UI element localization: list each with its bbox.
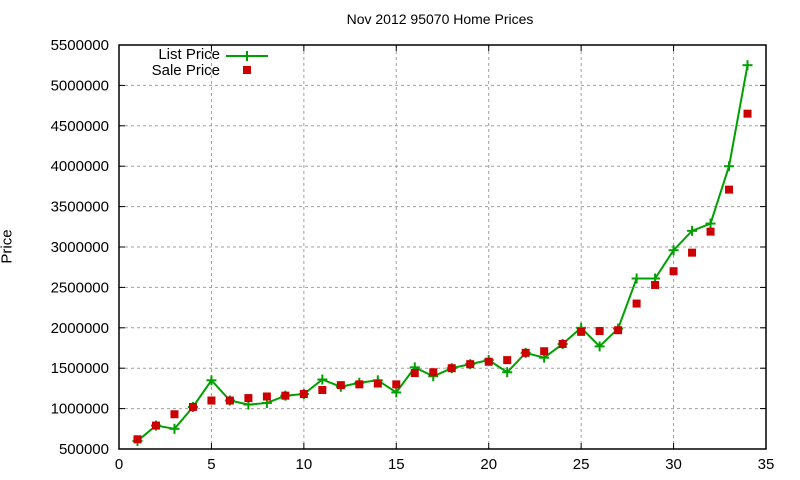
data-point — [614, 326, 623, 335]
x-tick-label: 10 — [296, 456, 313, 473]
x-tick-label: 25 — [573, 456, 590, 473]
x-tick-label: 5 — [207, 456, 215, 473]
legend-item-sale-price: Sale Price — [130, 63, 270, 79]
data-point — [447, 364, 456, 373]
y-tick-label: 1000000 — [51, 401, 109, 418]
y-axis-label: Price — [0, 229, 16, 264]
y-tick-label: 4000000 — [51, 158, 109, 175]
data-point — [225, 396, 234, 405]
data-point — [207, 396, 216, 405]
data-point — [688, 248, 697, 257]
y-tick-label: 3000000 — [51, 239, 109, 256]
data-point — [725, 185, 734, 194]
data-point — [632, 299, 641, 308]
data-point — [466, 360, 475, 369]
red-square-icon — [226, 63, 270, 79]
data-point — [429, 368, 438, 377]
grid-lines — [118, 44, 767, 450]
y-tick-label: 5500000 — [51, 37, 109, 54]
x-tick-label: 0 — [115, 456, 123, 473]
y-tick-label: 3500000 — [51, 199, 109, 216]
y-tick-label: 2500000 — [51, 279, 109, 296]
y-tick-label: 2000000 — [51, 320, 109, 337]
data-point — [170, 410, 179, 419]
data-point — [521, 348, 530, 357]
data-point — [540, 347, 549, 356]
data-point — [244, 394, 253, 403]
data-point — [133, 435, 142, 444]
data-point — [577, 327, 586, 336]
data-point — [484, 357, 493, 366]
data-point — [262, 392, 271, 401]
data-point — [410, 369, 419, 378]
data-point — [651, 280, 660, 289]
x-tick-label: 35 — [758, 456, 775, 473]
x-tick-label: 20 — [480, 456, 497, 473]
data-point — [318, 386, 327, 395]
data-point — [151, 421, 160, 430]
data-point — [669, 267, 678, 276]
legend-label: List Price — [158, 46, 220, 63]
data-point — [392, 380, 401, 389]
data-point — [503, 356, 512, 365]
data-point — [355, 380, 364, 389]
data-point — [558, 339, 567, 348]
data-point — [595, 327, 604, 336]
data-point — [299, 390, 308, 399]
legend-label: Sale Price — [151, 62, 220, 79]
y-tick-label: 500000 — [59, 441, 109, 458]
x-tick-label: 30 — [665, 456, 682, 473]
data-point — [373, 379, 382, 388]
legend-item-list-price: List Price — [130, 47, 270, 63]
y-tick-label: 1500000 — [51, 360, 109, 377]
data-point — [336, 381, 345, 390]
series-sale-price — [133, 109, 752, 444]
x-tick-label: 15 — [388, 456, 405, 473]
legend: List Price Sale Price — [130, 47, 270, 79]
plot-border — [118, 44, 767, 450]
data-point — [281, 391, 290, 400]
series-list-price — [132, 60, 753, 446]
data-point — [706, 227, 715, 236]
y-tick-label: 5000000 — [51, 77, 109, 94]
y-tick-label: 4500000 — [51, 118, 109, 135]
data-point — [188, 402, 197, 411]
green-line-cross-icon — [226, 47, 270, 63]
chart-title: Nov 2012 95070 Home Prices — [346, 11, 534, 27]
data-point — [743, 109, 752, 118]
